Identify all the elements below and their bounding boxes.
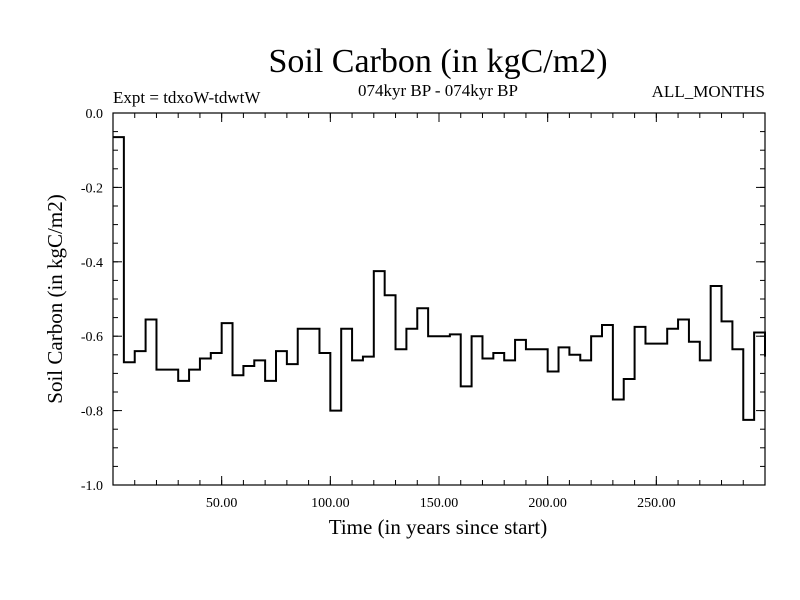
y-axis-label: Soil Carbon (in kgC/m2) [43, 194, 67, 403]
y-tick-label: -0.8 [81, 405, 103, 420]
x-tick-label: 50.00 [206, 496, 238, 511]
x-tick-label: 200.00 [528, 496, 567, 511]
chart-subtitle: 074kyr BP - 074kyr BP [358, 81, 518, 100]
x-ticks: 50.00 100.00 150.00 200.00 250.00 [134, 113, 744, 511]
plot-frame [112, 112, 766, 486]
y-tick-label: -1.0 [81, 479, 103, 494]
y-tick-label: -0.4 [81, 256, 103, 271]
x-tick-label: 150.00 [420, 496, 459, 511]
y-tick-label: -0.6 [81, 330, 103, 345]
chart-title: Soil Carbon (in kgC/m2) [268, 43, 607, 80]
series-layer [113, 136, 766, 421]
x-tick-label: 250.00 [637, 496, 676, 511]
x-axis-label: Time (in years since start) [329, 515, 548, 539]
x-tick-label: 100.00 [311, 496, 350, 511]
experiment-label: Expt = tdxoW-tdwtW [113, 88, 261, 107]
y-tick-label: 0.0 [86, 107, 104, 122]
y-ticks: 0.0 -0.2 -0.4 -0.6 -0.8 -1.0 [81, 107, 765, 494]
y-tick-label: -0.2 [81, 181, 103, 196]
series-line [113, 136, 766, 421]
months-label: ALL_MONTHS [652, 82, 765, 101]
